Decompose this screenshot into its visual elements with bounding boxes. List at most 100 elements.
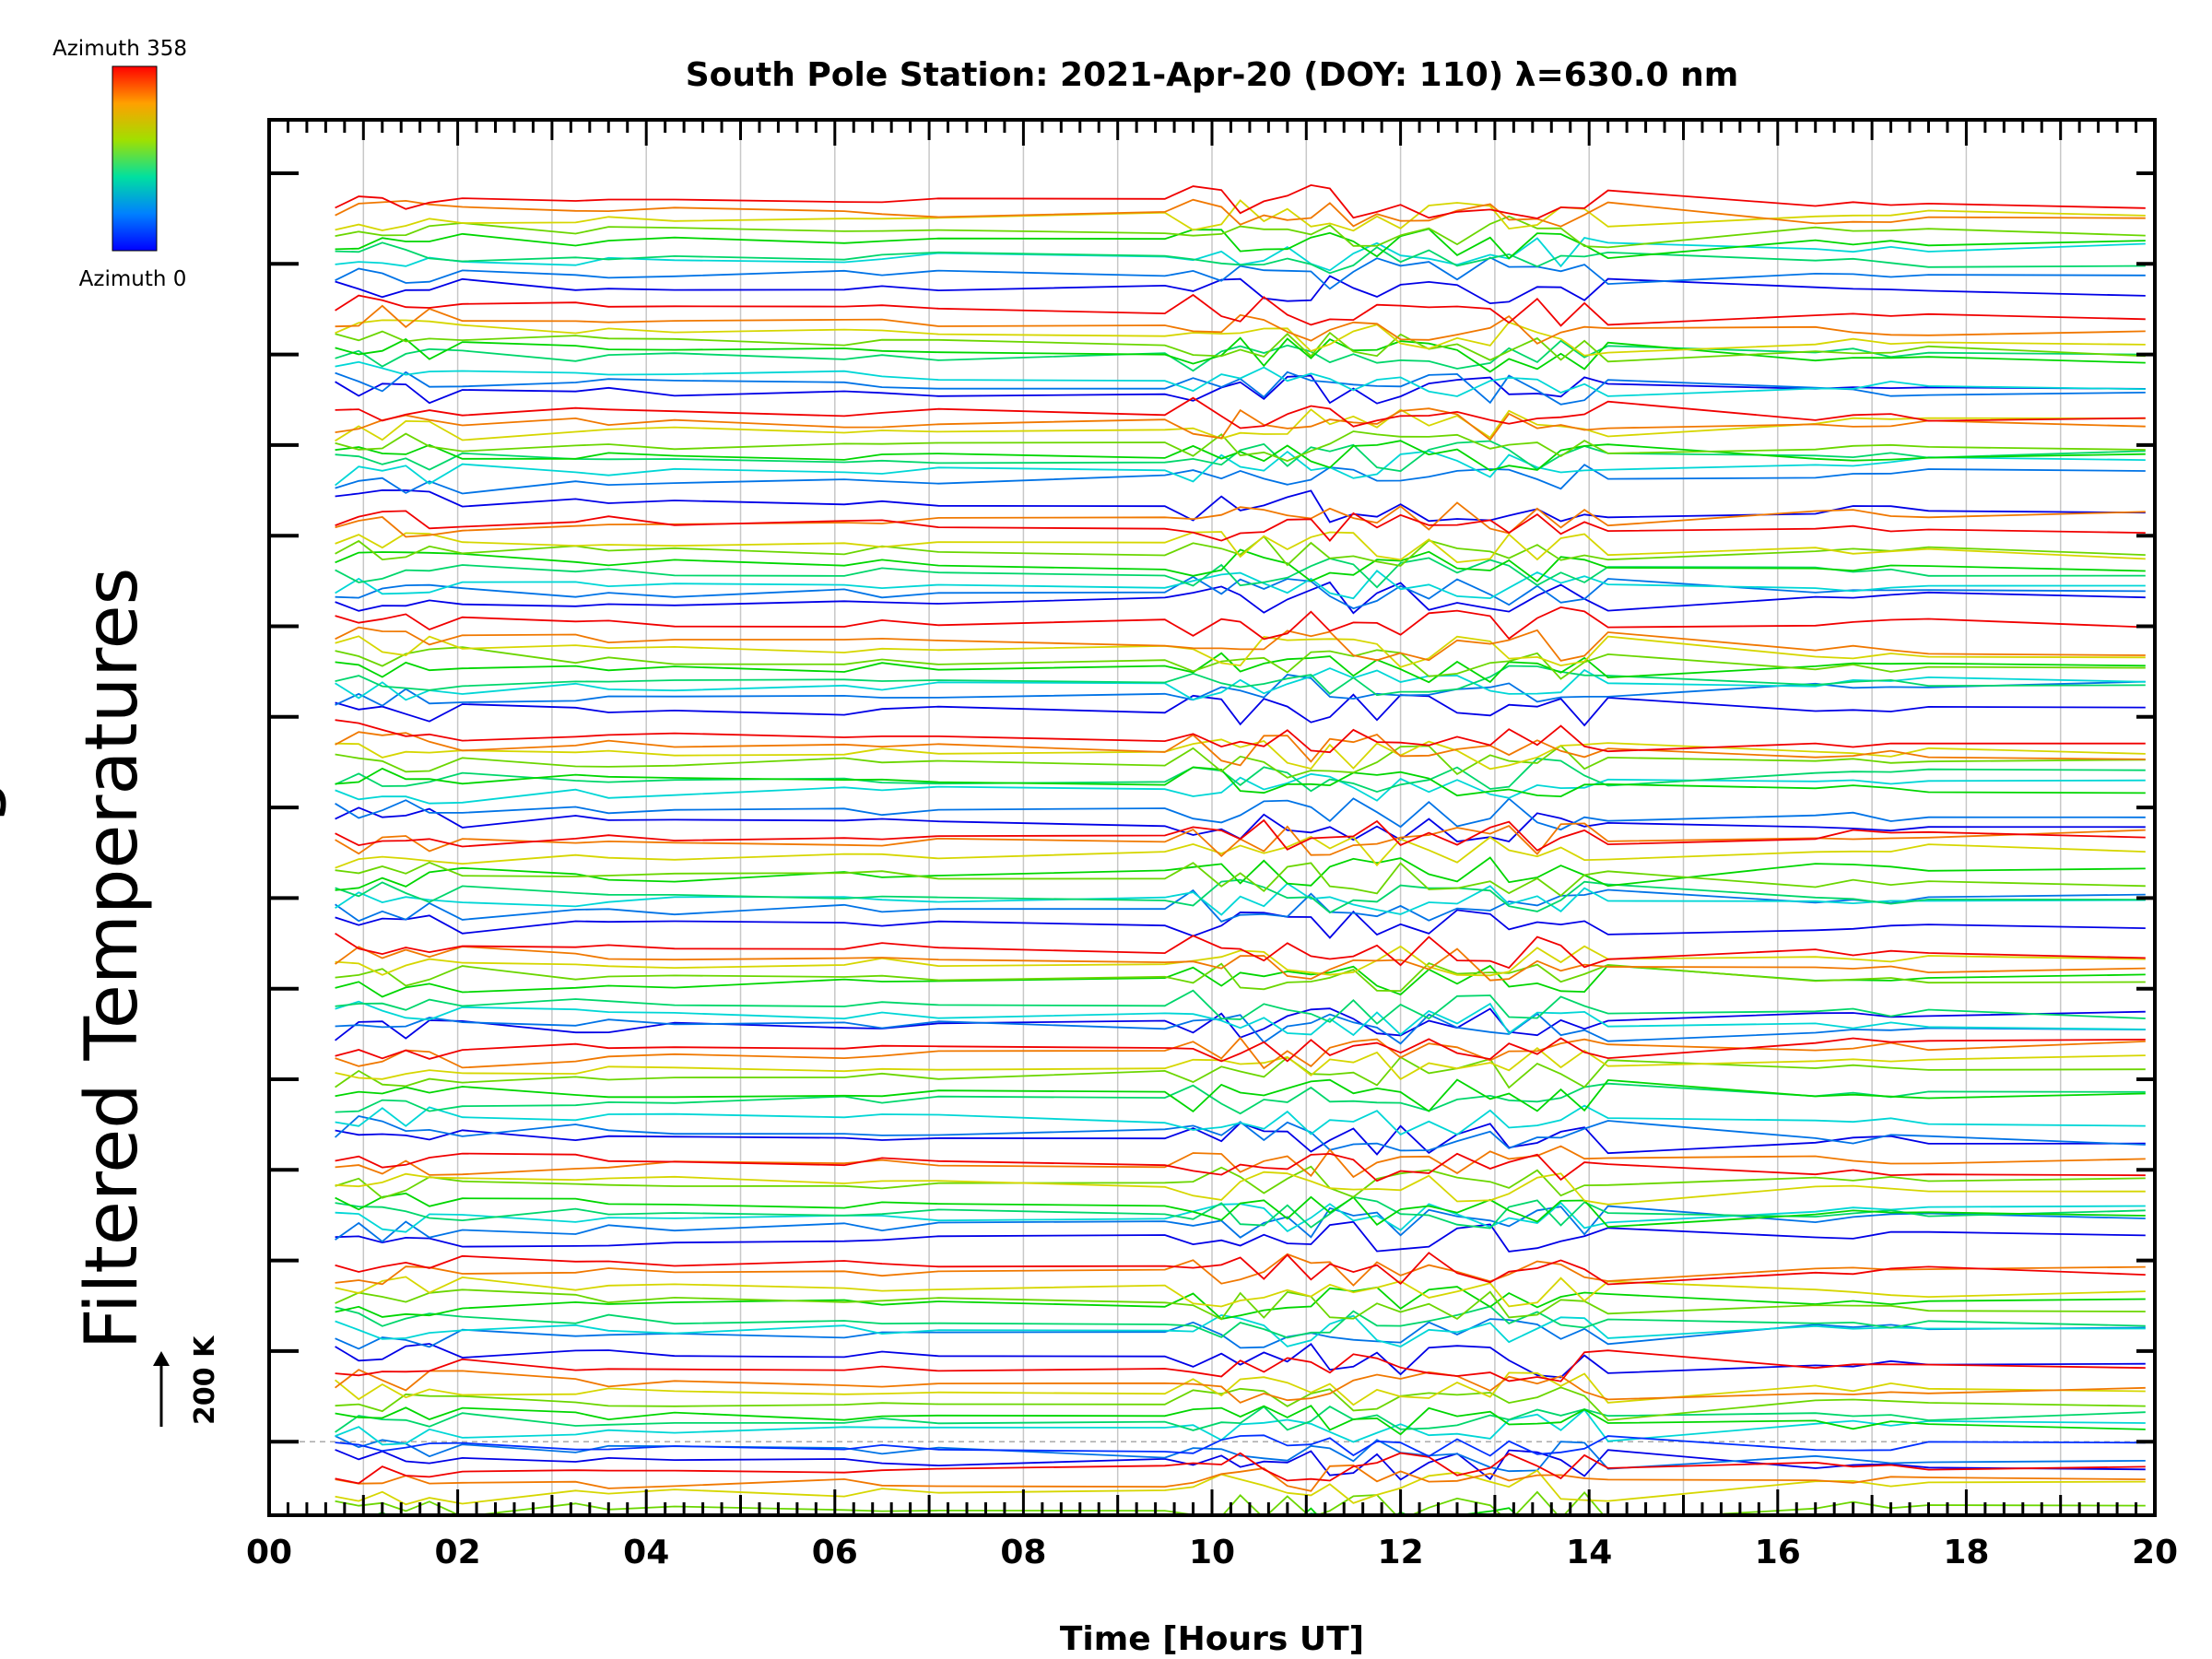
temperature-series-line bbox=[335, 575, 2146, 610]
colorbar-gradient bbox=[112, 65, 158, 252]
temperature-series-line bbox=[335, 909, 2146, 939]
temperature-series-line bbox=[335, 1371, 2146, 1406]
temperature-series-line bbox=[335, 744, 2146, 779]
x-tick-label: 14 bbox=[1566, 1534, 1612, 1571]
temperature-series-line bbox=[335, 946, 2146, 982]
x-tick-label: 16 bbox=[1755, 1534, 1801, 1571]
temperature-series-line bbox=[335, 548, 2146, 582]
temperature-series-line bbox=[335, 215, 2146, 249]
temperature-series-line bbox=[335, 1078, 2146, 1113]
temperature-series-line bbox=[335, 581, 2146, 615]
temperature-series-line bbox=[335, 1253, 2146, 1287]
temperature-series-line bbox=[335, 1276, 2146, 1308]
temperature-series-line bbox=[335, 319, 2146, 357]
temperature-series-line bbox=[335, 945, 2146, 977]
temperature-series-line bbox=[335, 237, 2146, 272]
temperature-series-line bbox=[335, 1452, 2146, 1485]
temperature-series-line bbox=[335, 1288, 2146, 1321]
temperature-series-line bbox=[335, 183, 2146, 219]
temperature-series-line bbox=[335, 1104, 2146, 1136]
temperature-series-line bbox=[335, 856, 2146, 891]
colorbar: Azimuth 358 Azimuth 0 bbox=[53, 37, 187, 291]
colorbar-top-label: Azimuth 358 bbox=[53, 37, 187, 61]
temperature-series-line bbox=[335, 430, 2146, 463]
temperature-series-line bbox=[335, 440, 2146, 472]
temperature-series-line bbox=[335, 1305, 2146, 1339]
temperature-series-line bbox=[335, 1165, 2146, 1199]
temperature-series-line bbox=[335, 1349, 2146, 1382]
temperature-series-line bbox=[335, 989, 2146, 1025]
temperature-series-line bbox=[371, 1507, 1519, 1515]
temperature-series-line bbox=[335, 396, 2146, 429]
temperature-series-line bbox=[335, 646, 2146, 680]
temperature-series-line bbox=[335, 665, 2146, 697]
temperature-series-line bbox=[335, 1192, 2146, 1229]
x-tick-label: 18 bbox=[1943, 1534, 1989, 1571]
temperature-series-line bbox=[335, 888, 2146, 923]
temperature-series-line bbox=[335, 606, 2146, 641]
temperature-series-line bbox=[335, 1007, 2146, 1041]
series-lines bbox=[334, 183, 2146, 1515]
scale-bar-arrow-head bbox=[153, 1351, 170, 1366]
temperature-series-line bbox=[335, 407, 2146, 441]
temperature-series-line bbox=[335, 228, 2146, 260]
temperature-series-line bbox=[335, 932, 2146, 970]
temperature-series-line bbox=[335, 731, 2146, 767]
colorbar-bottom-label: Azimuth 0 bbox=[79, 267, 187, 291]
x-tick-label: 08 bbox=[1000, 1534, 1046, 1571]
temperature-series-line bbox=[335, 861, 2146, 897]
temperature-series-line bbox=[335, 275, 2146, 305]
temperature-series-line bbox=[335, 1082, 2146, 1115]
temperature-series-line bbox=[335, 772, 2146, 805]
temperature-series-line bbox=[335, 635, 2146, 668]
temperature-series-line bbox=[335, 818, 2146, 852]
temperature-series-line bbox=[335, 1449, 2146, 1481]
temperature-series-line bbox=[335, 1036, 2146, 1070]
temperature-series-line bbox=[335, 626, 2146, 662]
axes bbox=[267, 118, 2157, 1517]
temperature-series-line bbox=[335, 1201, 2146, 1233]
temperature-series-line bbox=[335, 1037, 2146, 1063]
temperature-series-line bbox=[335, 766, 2146, 798]
temperature-series-line bbox=[335, 1405, 2146, 1436]
y-axis-label: Filtered Temperatures bbox=[71, 568, 154, 1349]
temperature-series-line bbox=[335, 570, 2146, 600]
temperature-series-line bbox=[335, 1408, 2146, 1446]
scale-bar-label: 200 K bbox=[189, 1335, 221, 1425]
temperature-series-line bbox=[335, 293, 2146, 327]
temperature-series-line bbox=[335, 1343, 2146, 1379]
temperature-series-line bbox=[335, 1205, 2146, 1243]
temperature-series-line bbox=[335, 336, 2146, 373]
temperature-series-line bbox=[335, 1055, 2146, 1089]
temperature-series-line bbox=[335, 1220, 2146, 1253]
x-tick-labels: 00 02 04 06 08 10 12 14 16 18 20 bbox=[246, 1534, 2178, 1571]
x-tick-label: 20 bbox=[2132, 1534, 2178, 1571]
temperature-series-line bbox=[335, 1369, 2146, 1404]
chart-title: South Pole Station: 2021-Apr-20 (DOY: 11… bbox=[686, 56, 1739, 94]
temperature-series-line bbox=[335, 667, 2146, 701]
temperature-series-line bbox=[335, 256, 2146, 290]
x-tick-label: 00 bbox=[246, 1534, 292, 1571]
y-axis-label-partial: g bbox=[0, 779, 8, 825]
temperature-series-line bbox=[335, 360, 2146, 397]
temperature-series-line bbox=[335, 1012, 2146, 1045]
temperature-series-line bbox=[335, 1152, 2146, 1182]
temperature-series-line bbox=[335, 1252, 2146, 1286]
temperature-series-line bbox=[335, 241, 2146, 275]
x-tick-label: 12 bbox=[1378, 1534, 1424, 1571]
temperature-series-line bbox=[335, 339, 2146, 372]
scale-bar: 200 K bbox=[153, 1335, 221, 1427]
temperature-series-line bbox=[335, 758, 2146, 794]
temperature-series-line bbox=[335, 1145, 2146, 1179]
x-axis-label: Time [Hours UT] bbox=[1060, 1620, 1364, 1658]
x-tick-label: 02 bbox=[435, 1534, 481, 1571]
temperature-series-line bbox=[335, 464, 2146, 495]
temperature-series-line bbox=[335, 501, 2146, 538]
temperature-series-line bbox=[335, 450, 2146, 487]
temperature-series-line bbox=[335, 797, 2146, 831]
temperature-series-line bbox=[335, 882, 2146, 916]
temperature-series-line bbox=[335, 964, 2146, 998]
temperature-series-line bbox=[335, 1406, 2146, 1433]
temperature-series-line bbox=[334, 1115, 2146, 1152]
